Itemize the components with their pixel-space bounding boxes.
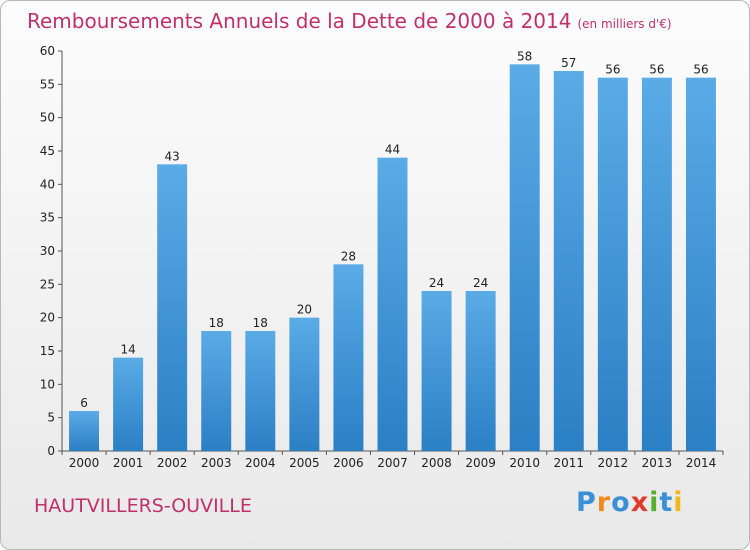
y-axis: 0 5 10 15 20 25 30 35 40 45 50 55 60: [40, 44, 63, 458]
bar-2001: [113, 357, 144, 451]
data-label-2013: 56: [649, 63, 664, 77]
data-label-2011: 57: [561, 56, 576, 70]
data-label-2014: 56: [693, 63, 708, 77]
y-tick-label: 0: [47, 444, 55, 458]
x-tick-label: 2004: [245, 456, 276, 470]
bar-2011: [553, 71, 584, 451]
data-label-2000: 6: [80, 396, 88, 410]
x-tick-label: 2013: [642, 456, 673, 470]
data-label-2002: 43: [165, 149, 180, 163]
x-tick-label: 2001: [113, 456, 144, 470]
x-tick-label: 2014: [686, 456, 717, 470]
bar-2002: [157, 164, 188, 452]
value-labels: 6 14 43 18 18 20 28 44 24 24 58 57 56 56 56: [80, 49, 708, 410]
proxiti-logo: Proxiti: [576, 487, 684, 518]
bar-2005: [289, 317, 320, 451]
logo-letter: t: [659, 487, 674, 518]
y-tick-label: 25: [40, 277, 55, 291]
y-tick-label: 30: [40, 244, 55, 258]
data-label-2005: 20: [297, 303, 312, 317]
y-tick-label: 40: [40, 177, 55, 191]
x-tick-label: 2012: [598, 456, 629, 470]
y-tick-label: 50: [40, 111, 55, 125]
logo-letter: P: [576, 487, 597, 518]
x-tick-label: 2007: [377, 456, 408, 470]
x-axis: 2000 2001 2002 2003 2004 2005 2006 2007 2008 2009…: [61, 450, 724, 470]
y-tick-label: 55: [40, 77, 55, 91]
chart-title-text: Remboursements Annuels de la Dette de 20…: [27, 9, 572, 33]
x-tick-label: 2000: [69, 456, 100, 470]
data-label-2007: 44: [385, 143, 400, 157]
x-tick-label: 2010: [509, 456, 540, 470]
y-tick-label: 15: [40, 344, 55, 358]
logo-letter: r: [596, 487, 612, 518]
bar-2004: [245, 331, 276, 451]
logo-letter: x: [630, 487, 650, 518]
y-tick-label: 60: [40, 44, 55, 58]
logo-letter: i: [649, 487, 660, 518]
y-tick-label: 10: [40, 377, 55, 391]
bar-2006: [333, 264, 364, 451]
x-tick-label: 2011: [553, 456, 584, 470]
x-tick-label: 2006: [333, 456, 364, 470]
y-tick-label: 20: [40, 311, 55, 325]
logo-letter: i: [673, 487, 684, 518]
data-label-2009: 24: [473, 276, 488, 290]
x-tick-label: 2008: [421, 456, 452, 470]
bar-2003: [201, 331, 232, 451]
bar-2013: [641, 77, 672, 452]
x-tick-label: 2009: [465, 456, 496, 470]
x-tick-label: 2002: [157, 456, 188, 470]
bar-2014: [685, 77, 716, 452]
y-tick-label: 45: [40, 144, 55, 158]
bar-2000: [69, 411, 100, 451]
bar-2008: [421, 291, 452, 451]
data-label-2003: 18: [209, 316, 224, 330]
y-tick-label: 5: [47, 411, 55, 425]
data-label-2008: 24: [429, 276, 444, 290]
chart-unit: (en milliers d'€): [577, 17, 672, 31]
bars: [69, 64, 716, 452]
x-tick-label: 2005: [289, 456, 320, 470]
commune-name: HAUTVILLERS-OUVILLE: [34, 495, 252, 517]
bar-2010: [509, 64, 540, 452]
bar-2009: [465, 291, 496, 451]
bar-2007: [377, 157, 408, 451]
data-label-2004: 18: [253, 316, 268, 330]
logo-letter: o: [611, 487, 631, 518]
x-tick-label: 2003: [201, 456, 232, 470]
bar-2012: [597, 77, 628, 452]
data-label-2012: 56: [605, 63, 620, 77]
data-label-2010: 58: [517, 49, 532, 63]
data-label-2006: 28: [341, 249, 356, 263]
data-label-2001: 14: [120, 343, 135, 357]
y-tick-label: 35: [40, 211, 55, 225]
chart-title: Remboursements Annuels de la Dette de 20…: [27, 9, 672, 33]
